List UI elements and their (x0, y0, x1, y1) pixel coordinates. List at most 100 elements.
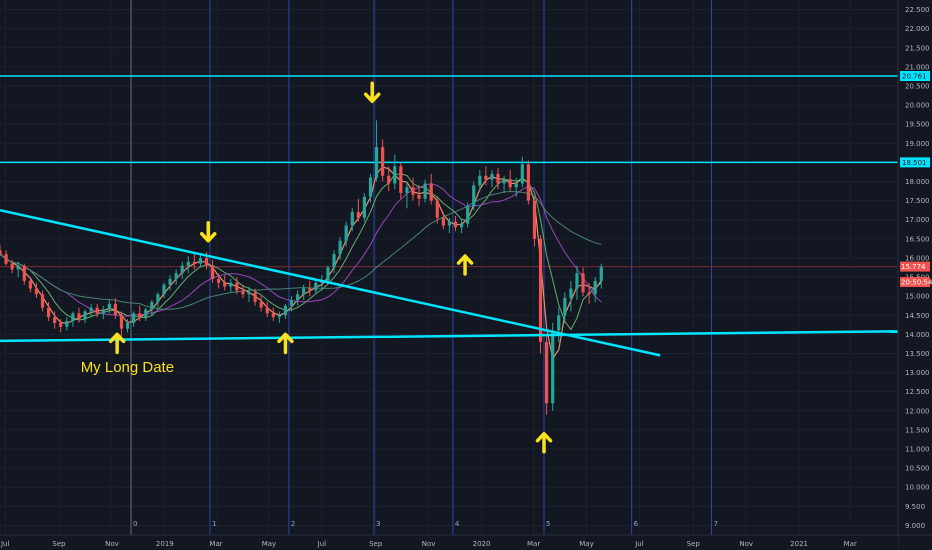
candle-body (599, 266, 603, 281)
candle-body (113, 303, 117, 316)
candle-body (235, 282, 239, 291)
level-price-tag-label: 20.761 (902, 73, 927, 81)
candle-body (247, 292, 251, 295)
candle-body (119, 315, 124, 329)
moving-average-line (0, 190, 602, 310)
candle-body (459, 223, 464, 228)
candle-body (265, 307, 269, 314)
candle-body (59, 322, 63, 327)
x-axis-tick-label: 2019 (156, 540, 174, 548)
x-axis-tick-label: Mar (844, 540, 857, 548)
candle-body (101, 309, 105, 314)
candle-body (77, 313, 81, 320)
y-axis-tick-label: 15.000 (905, 293, 930, 301)
candle-body (34, 288, 39, 295)
x-axis-tick-label: Mar (527, 540, 540, 548)
candle-body (223, 282, 227, 287)
x-axis-tick-label: Mar (209, 540, 222, 548)
candle-body (271, 313, 275, 318)
candle-body (253, 292, 257, 302)
candle-body (405, 187, 409, 193)
level-price-tag (900, 157, 930, 168)
time-axis-panel (0, 535, 898, 550)
x-axis-tick-label: Jul (634, 540, 644, 548)
candle-body (198, 257, 203, 264)
candle-body (144, 309, 148, 318)
cycle-marker-label: 1 (212, 520, 216, 528)
candle-body (107, 303, 111, 310)
candle-body (180, 265, 184, 274)
y-axis-tick-label: 21.500 (905, 44, 930, 52)
moving-average-line (0, 173, 602, 331)
y-axis-tick-label: 10.500 (905, 465, 930, 473)
candle-body (587, 292, 591, 295)
candle-body (423, 183, 427, 199)
candle-body (204, 257, 209, 266)
cycle-marker-label: 2 (291, 520, 295, 528)
arrow-up-icon (277, 332, 294, 355)
current-price-tag-label: 15.774 (901, 263, 926, 271)
y-axis-tick-label: 17.000 (905, 216, 930, 224)
cycle-marker-label: 6 (634, 520, 639, 528)
candle-body (387, 175, 391, 184)
candle-body (417, 194, 421, 199)
x-axis-tick-label: Sep (687, 540, 701, 548)
x-axis-tick-label: Nov (105, 540, 119, 548)
y-axis-tick-label: 12.500 (905, 388, 930, 396)
y-axis-tick-label: 11.500 (905, 426, 930, 434)
candle-body (368, 177, 373, 197)
candle-body (314, 282, 318, 291)
candle-body (545, 342, 549, 404)
trendline (0, 208, 661, 357)
candle-body (356, 212, 360, 218)
y-axis-tick-label: 22.000 (905, 25, 930, 33)
candle-body (453, 221, 458, 228)
x-axis-tick-label: Jul (317, 540, 327, 548)
cycle-marker-label: 3 (376, 520, 380, 528)
x-axis-tick-label: 2020 (473, 540, 491, 548)
x-axis-tick-label: May (262, 540, 276, 548)
candle-body (466, 206, 470, 224)
candle-body (441, 217, 445, 226)
trendline (0, 330, 899, 343)
candle-body (138, 313, 142, 318)
candle-body (95, 307, 99, 314)
candle-body (65, 321, 69, 327)
candle-body (295, 294, 300, 300)
candle-body (40, 294, 45, 308)
y-axis-tick-label: 18.000 (905, 178, 930, 186)
x-axis-tick-label: 2021 (790, 540, 808, 548)
x-axis-tick-label: Sep (369, 540, 383, 548)
candle-body (490, 173, 494, 180)
y-axis-tick-label: 20.000 (905, 102, 930, 110)
candle-body (326, 267, 330, 281)
candle-body (283, 305, 288, 316)
current-price-tag (900, 277, 930, 288)
arrow-up-icon (108, 332, 126, 355)
y-axis-tick-label: 19.500 (905, 121, 930, 129)
y-axis-tick-label: 13.500 (905, 350, 930, 358)
arrow-down-icon (363, 81, 381, 104)
arrow-up-icon (535, 431, 553, 454)
candle-body (53, 317, 57, 323)
candle-body (168, 278, 172, 285)
x-axis-tick-label: May (579, 540, 593, 548)
candle-body (496, 173, 500, 184)
candle-body (132, 313, 136, 323)
candle-body (217, 278, 221, 283)
candle-body (374, 147, 379, 178)
moving-average-line (0, 183, 602, 317)
candle-body (526, 164, 530, 201)
candle-body (156, 294, 160, 302)
candle-body (229, 282, 233, 287)
y-axis-tick-label: 16.000 (905, 254, 930, 262)
candle-body (429, 183, 433, 201)
candle-body (338, 240, 342, 255)
y-axis-tick-label: 12.000 (905, 407, 930, 415)
candle-body (514, 183, 518, 188)
y-axis-tick-label: 9.500 (905, 503, 925, 511)
y-axis-tick-label: 17.500 (905, 197, 930, 205)
candle-body (89, 307, 93, 312)
candle-body (192, 261, 196, 264)
